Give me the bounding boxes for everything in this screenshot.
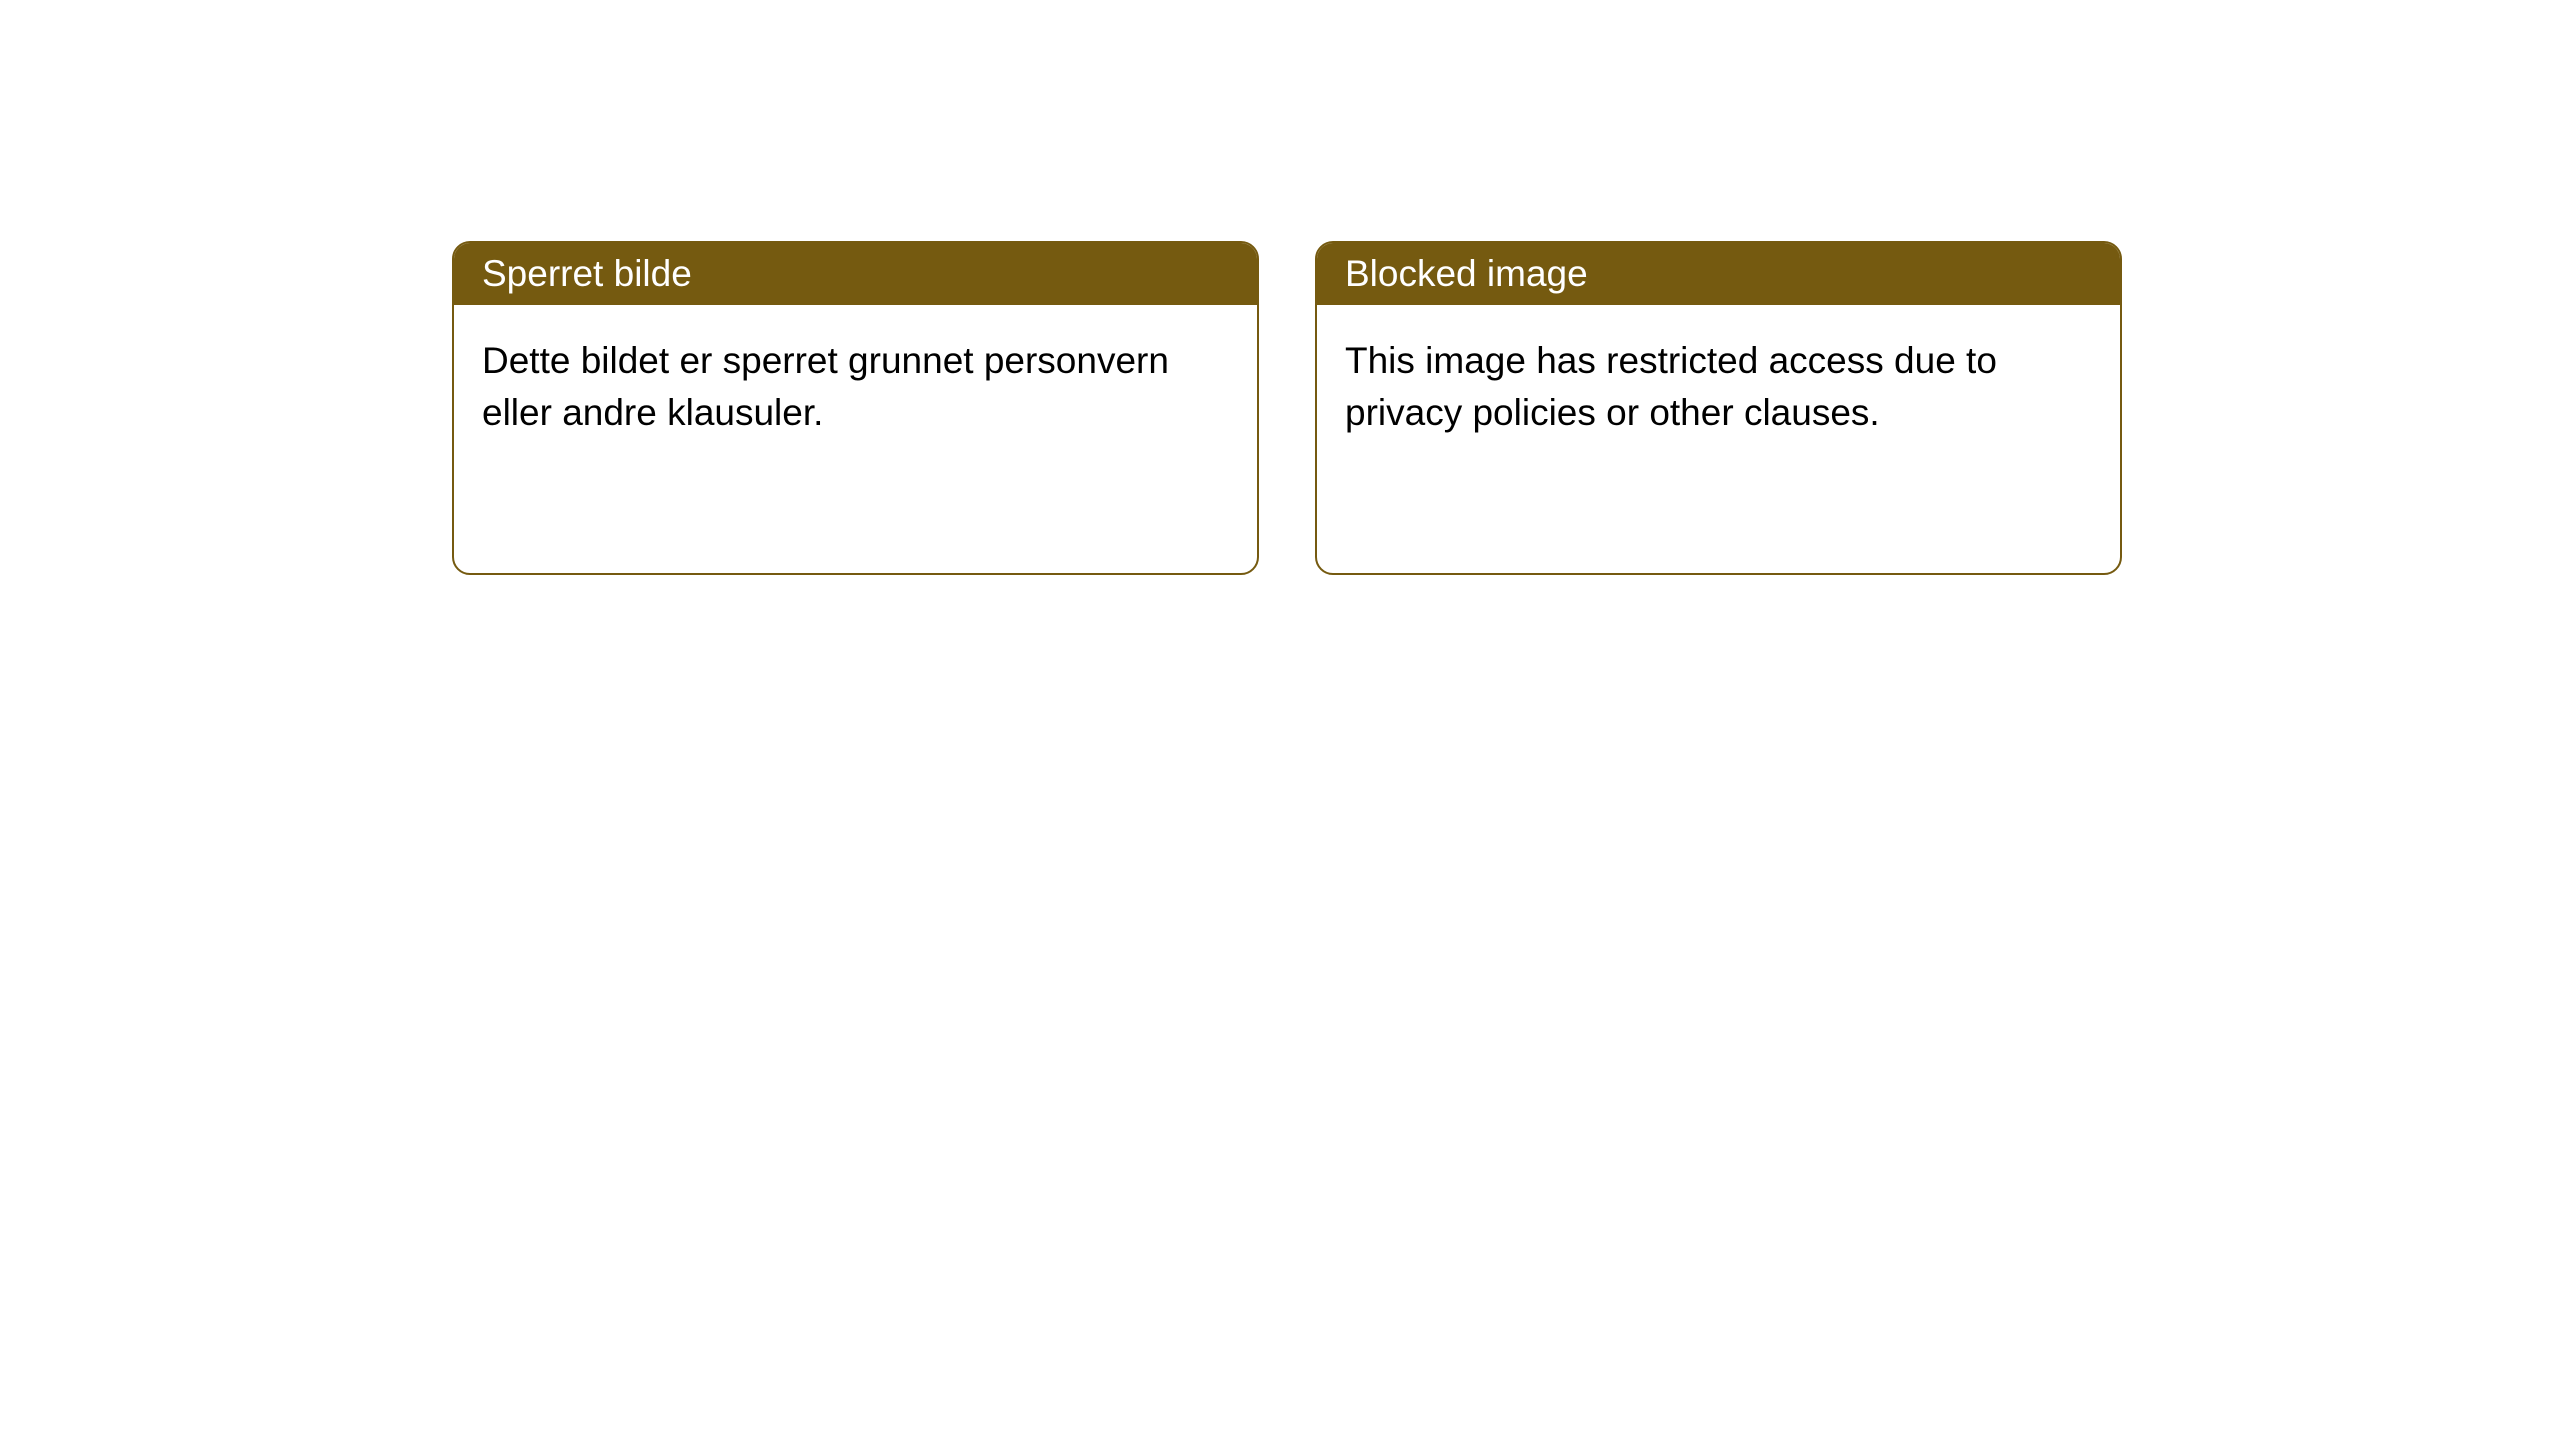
notice-card-english: Blocked image This image has restricted …	[1315, 241, 2122, 575]
notice-card-body: Dette bildet er sperret grunnet personve…	[454, 305, 1257, 469]
notice-card-title: Sperret bilde	[454, 243, 1257, 305]
notice-card-body: This image has restricted access due to …	[1317, 305, 2120, 469]
notice-card-norwegian: Sperret bilde Dette bildet er sperret gr…	[452, 241, 1259, 575]
notice-card-title: Blocked image	[1317, 243, 2120, 305]
notice-container: Sperret bilde Dette bildet er sperret gr…	[0, 0, 2560, 575]
